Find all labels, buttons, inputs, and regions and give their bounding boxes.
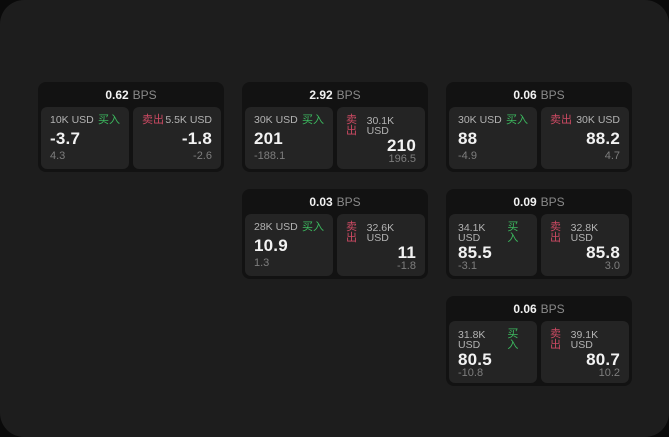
sell-change: -1.8 [397, 260, 416, 272]
sell-panel[interactable]: 卖出 39.1K USD 80.7 10.2 [541, 321, 629, 383]
bps-header: 2.92 BPS [242, 82, 428, 107]
sell-amount: 30.1K USD [366, 114, 395, 137]
sell-change: 3.0 [604, 260, 620, 272]
bps-header: 0.03 BPS [242, 189, 428, 214]
sell-change: 4.7 [604, 150, 620, 162]
buy-change: -3.1 [458, 260, 477, 272]
buy-side-label: 买入 [507, 221, 519, 244]
quote-card: 2.92 BPS 30K USD 买入 201 -188.1 卖出 30.1K … [242, 82, 428, 172]
buy-side-label: 买入 [302, 114, 324, 126]
buy-panel[interactable]: 30K USD 买入 88 -4.9 [449, 107, 537, 169]
buy-side-label: 买入 [302, 221, 324, 233]
quote-card: 0.06 BPS 30K USD 买入 88 -4.9 卖出 30K USD 8… [446, 82, 632, 172]
sell-side-label: 卖出 [142, 114, 164, 126]
sell-side-label: 卖出 [346, 114, 357, 137]
buy-side-label: 买入 [98, 114, 120, 126]
sell-panel[interactable]: 卖出 32.8K USD 85.8 3.0 [541, 214, 629, 276]
sell-price: 11 [397, 243, 416, 262]
sell-price: 80.7 [586, 350, 620, 369]
sell-panel[interactable]: 卖出 5.5K USD -1.8 -2.6 [133, 107, 221, 169]
bps-value: 0.06 [513, 87, 537, 102]
sell-price: 85.8 [586, 243, 620, 262]
bps-header: 0.06 BPS [446, 82, 632, 107]
bps-value: 0.62 [105, 87, 129, 102]
quote-card: 0.09 BPS 34.1K USD 买入 85.5 -3.1 卖出 32.8K… [446, 189, 632, 279]
buy-panel[interactable]: 31.8K USD 买入 80.5 -10.8 [449, 321, 537, 383]
buy-change: 4.3 [50, 150, 66, 162]
sell-amount: 32.6K USD [366, 221, 395, 244]
bps-unit-label: BPS [540, 194, 565, 209]
buy-panel[interactable]: 30K USD 买入 201 -188.1 [245, 107, 333, 169]
buy-change: -188.1 [254, 150, 286, 162]
sell-change: -2.6 [193, 150, 212, 162]
buy-price: -3.7 [50, 129, 81, 148]
sell-price: -1.8 [181, 129, 212, 148]
quote-card-body: 28K USD 买入 10.9 1.3 卖出 32.6K USD 11 -1.8 [242, 214, 428, 279]
buy-change: 1.3 [254, 257, 270, 269]
sell-side-label: 卖出 [550, 328, 561, 351]
bps-header: 0.09 BPS [446, 189, 632, 214]
buy-price: 88 [458, 129, 478, 148]
sell-amount: 32.8K USD [570, 221, 599, 244]
sell-change: 10.2 [598, 367, 620, 379]
buy-panel[interactable]: 10K USD 买入 -3.7 4.3 [41, 107, 129, 169]
sell-panel[interactable]: 卖出 30K USD 88.2 4.7 [541, 107, 629, 169]
buy-panel[interactable]: 28K USD 买入 10.9 1.3 [245, 214, 333, 276]
bps-unit-label: BPS [132, 87, 157, 102]
quote-card-body: 10K USD 买入 -3.7 4.3 卖出 5.5K USD -1.8 -2.… [38, 107, 224, 172]
sell-amount: 30K USD [576, 114, 620, 127]
quote-card-body: 34.1K USD 买入 85.5 -3.1 卖出 32.8K USD 85.8… [446, 214, 632, 279]
bps-unit-label: BPS [540, 87, 565, 102]
sell-change: 196.5 [388, 153, 416, 165]
buy-price: 201 [254, 129, 283, 148]
buy-change: -10.8 [458, 367, 484, 379]
sell-amount: 5.5K USD [165, 114, 212, 127]
buy-change: -4.9 [458, 150, 477, 162]
buy-amount: 31.8K USD [458, 328, 486, 351]
buy-amount: 28K USD [254, 221, 298, 234]
quote-card: 0.62 BPS 10K USD 买入 -3.7 4.3 卖出 5.5K USD… [38, 82, 224, 172]
buy-amount: 34.1K USD [458, 221, 486, 244]
bps-value: 0.09 [513, 194, 537, 209]
sell-side-label: 卖出 [550, 114, 572, 126]
buy-amount: 30K USD [458, 114, 502, 127]
bps-unit-label: BPS [336, 194, 361, 209]
buy-price: 80.5 [458, 350, 492, 369]
quote-card: 0.03 BPS 28K USD 买入 10.9 1.3 卖出 32.6K US… [242, 189, 428, 279]
bps-value: 2.92 [309, 87, 333, 102]
buy-amount: 10K USD [50, 114, 94, 127]
bps-value: 0.03 [309, 194, 333, 209]
sell-side-label: 卖出 [346, 221, 357, 244]
buy-price: 10.9 [254, 236, 288, 255]
sell-price: 88.2 [586, 129, 620, 148]
bps-value: 0.06 [513, 301, 537, 316]
buy-amount: 30K USD [254, 114, 298, 127]
quote-card-body: 30K USD 买入 201 -188.1 卖出 30.1K USD 210 1… [242, 107, 428, 172]
bps-unit-label: BPS [336, 87, 361, 102]
sell-amount: 39.1K USD [570, 328, 599, 351]
buy-panel[interactable]: 34.1K USD 买入 85.5 -3.1 [449, 214, 537, 276]
buy-side-label: 买入 [506, 114, 528, 126]
quote-card: 0.06 BPS 31.8K USD 买入 80.5 -10.8 卖出 39.1… [446, 296, 632, 386]
sell-price: 210 [387, 136, 416, 155]
sell-side-label: 卖出 [550, 221, 561, 244]
buy-side-label: 买入 [507, 328, 519, 351]
bps-header: 0.06 BPS [446, 296, 632, 321]
sell-panel[interactable]: 卖出 30.1K USD 210 196.5 [337, 107, 425, 169]
buy-price: 85.5 [458, 243, 492, 262]
bps-unit-label: BPS [540, 301, 565, 316]
quote-card-body: 30K USD 买入 88 -4.9 卖出 30K USD 88.2 4.7 [446, 107, 632, 172]
bps-header: 0.62 BPS [38, 82, 224, 107]
quote-card-body: 31.8K USD 买入 80.5 -10.8 卖出 39.1K USD 80.… [446, 321, 632, 386]
sell-panel[interactable]: 卖出 32.6K USD 11 -1.8 [337, 214, 425, 276]
